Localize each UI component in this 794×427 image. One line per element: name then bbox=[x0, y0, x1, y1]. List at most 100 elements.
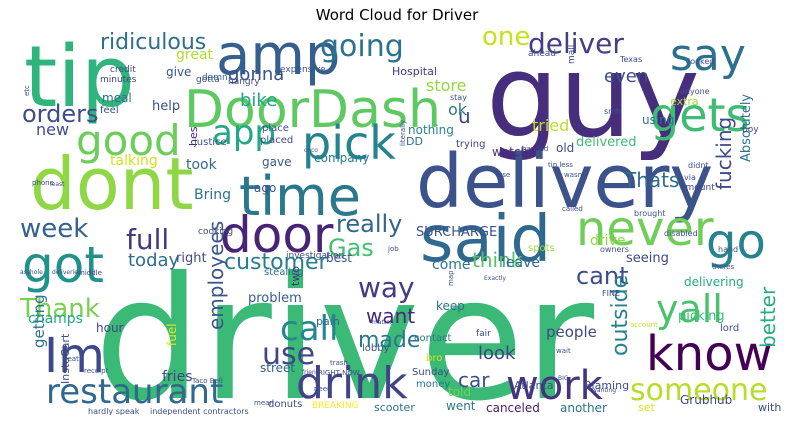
word: employees bbox=[204, 220, 228, 330]
word: nothing bbox=[408, 123, 454, 137]
word: receipt bbox=[84, 367, 109, 375]
word: trying bbox=[456, 139, 486, 150]
word: door bbox=[220, 206, 334, 264]
word: DoorDash bbox=[184, 80, 442, 140]
word: ridiculous bbox=[100, 30, 207, 55]
word: using bbox=[642, 113, 675, 127]
word: pick bbox=[302, 116, 396, 170]
word: customer bbox=[224, 250, 328, 275]
word: mall bbox=[567, 44, 577, 64]
word: went bbox=[446, 399, 476, 413]
word: delivering bbox=[684, 275, 744, 289]
word: cant bbox=[576, 262, 629, 290]
word: amount bbox=[680, 183, 715, 193]
word: without bbox=[758, 401, 782, 414]
word: wanting bbox=[592, 387, 617, 394]
word: gets bbox=[650, 88, 750, 142]
word: place bbox=[262, 123, 289, 134]
word: think bbox=[472, 248, 523, 272]
word: independent contractors bbox=[150, 407, 249, 416]
word: Im bbox=[44, 328, 105, 384]
word: talking bbox=[110, 153, 158, 169]
word: need bbox=[314, 385, 332, 393]
word: SURCHARGE bbox=[416, 225, 498, 240]
word: contact bbox=[414, 333, 452, 344]
word: time bbox=[239, 165, 362, 228]
word: even bbox=[604, 66, 649, 87]
word: drive bbox=[590, 233, 626, 249]
word: another bbox=[560, 401, 607, 415]
word: got bbox=[22, 236, 104, 294]
word: Grubhub bbox=[680, 393, 733, 407]
word: picking bbox=[678, 309, 725, 324]
word: money bbox=[416, 379, 451, 390]
word: fuel bbox=[165, 323, 179, 346]
word: middle bbox=[78, 269, 102, 277]
word: RIGHT NOW bbox=[318, 369, 360, 377]
word: call bbox=[280, 309, 339, 349]
word: fair bbox=[476, 329, 491, 339]
word: set bbox=[638, 401, 655, 414]
word: made bbox=[358, 328, 421, 353]
word: never bbox=[576, 201, 714, 257]
word: tip bbox=[24, 30, 135, 127]
word: credit bbox=[110, 65, 136, 75]
word: anyone bbox=[680, 87, 710, 96]
word: right bbox=[176, 251, 207, 266]
word: Texas bbox=[620, 55, 643, 64]
word: spots bbox=[528, 243, 555, 254]
word: use bbox=[262, 337, 316, 372]
word: stealing bbox=[264, 267, 304, 278]
word: ok bbox=[448, 100, 468, 119]
word: phone bbox=[32, 179, 54, 187]
word: FINE bbox=[602, 289, 620, 298]
word: theres bbox=[712, 263, 735, 271]
word: hardly speak bbox=[88, 407, 140, 416]
word: fucking bbox=[712, 116, 736, 190]
word: street bbox=[260, 361, 296, 375]
word: BREAKING bbox=[312, 401, 359, 411]
word: Bring bbox=[194, 187, 232, 203]
word: took bbox=[186, 157, 217, 173]
word: lord bbox=[720, 323, 740, 334]
word: hand bbox=[718, 245, 739, 254]
word: Blaming bbox=[584, 379, 630, 392]
word: treat bbox=[62, 355, 79, 363]
word: amp bbox=[216, 30, 341, 88]
word: donuts bbox=[268, 399, 303, 410]
word: orders bbox=[22, 100, 99, 128]
word: bro bbox=[426, 353, 443, 364]
word: know bbox=[646, 326, 773, 382]
word: someone bbox=[630, 373, 768, 408]
word: drink bbox=[296, 358, 408, 409]
word: etc bbox=[23, 85, 31, 96]
word: good bbox=[76, 116, 181, 165]
word: mean bbox=[254, 399, 274, 407]
word: lobby bbox=[362, 343, 390, 354]
word: leave bbox=[502, 255, 540, 271]
word: owners bbox=[600, 245, 629, 254]
word: really bbox=[336, 210, 403, 238]
word: matter bbox=[372, 319, 393, 326]
word: boy bbox=[742, 125, 759, 135]
word: best bbox=[326, 251, 352, 265]
word: least bbox=[50, 181, 65, 188]
word: Taco Bell bbox=[192, 377, 223, 385]
word: smh bbox=[604, 107, 622, 116]
word: go bbox=[706, 214, 766, 270]
word: minutes bbox=[100, 75, 137, 85]
word: way bbox=[358, 271, 415, 304]
word: keep bbox=[436, 299, 465, 313]
word: old bbox=[556, 141, 575, 155]
word: car bbox=[458, 368, 490, 392]
word: placed bbox=[260, 135, 294, 146]
word: brought bbox=[634, 209, 666, 218]
word: say bbox=[670, 30, 746, 81]
word: come bbox=[432, 257, 471, 273]
word: gotta bbox=[196, 75, 220, 85]
word: disabled bbox=[664, 229, 698, 238]
word: hangry bbox=[228, 77, 260, 87]
word: gave bbox=[262, 155, 292, 169]
word: DD bbox=[406, 135, 423, 148]
word: tip less bbox=[548, 161, 573, 169]
